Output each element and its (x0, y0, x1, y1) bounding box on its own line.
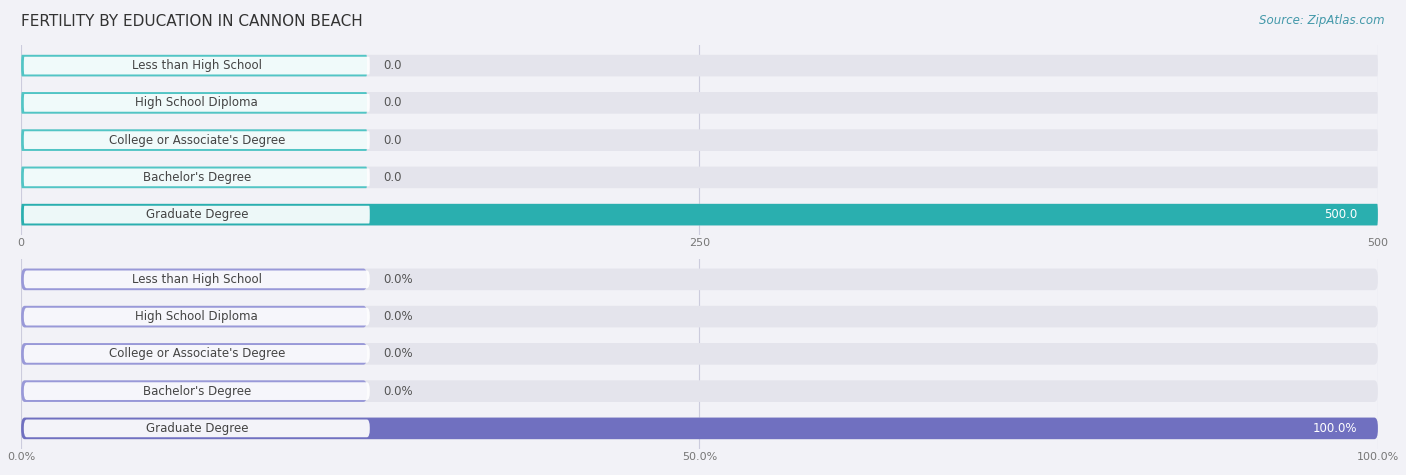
Text: Graduate Degree: Graduate Degree (146, 422, 247, 435)
Text: High School Diploma: High School Diploma (135, 310, 259, 323)
FancyBboxPatch shape (24, 345, 370, 363)
FancyBboxPatch shape (21, 167, 367, 188)
FancyBboxPatch shape (24, 308, 370, 325)
Text: 0.0%: 0.0% (384, 385, 413, 398)
Text: College or Associate's Degree: College or Associate's Degree (108, 133, 285, 147)
FancyBboxPatch shape (21, 92, 1378, 114)
FancyBboxPatch shape (21, 306, 1378, 327)
FancyBboxPatch shape (21, 380, 367, 402)
Text: Source: ZipAtlas.com: Source: ZipAtlas.com (1260, 14, 1385, 27)
FancyBboxPatch shape (21, 268, 1378, 290)
FancyBboxPatch shape (24, 382, 370, 400)
FancyBboxPatch shape (24, 57, 370, 75)
Text: Bachelor's Degree: Bachelor's Degree (142, 171, 250, 184)
FancyBboxPatch shape (21, 418, 1378, 439)
FancyBboxPatch shape (24, 131, 370, 149)
FancyBboxPatch shape (21, 55, 1378, 76)
Text: Bachelor's Degree: Bachelor's Degree (142, 385, 250, 398)
Text: 500.0: 500.0 (1324, 208, 1358, 221)
FancyBboxPatch shape (21, 204, 1378, 226)
Text: 0.0: 0.0 (384, 59, 402, 72)
FancyBboxPatch shape (21, 55, 367, 76)
FancyBboxPatch shape (21, 167, 1378, 188)
FancyBboxPatch shape (24, 206, 370, 224)
FancyBboxPatch shape (24, 270, 370, 288)
FancyBboxPatch shape (21, 418, 1378, 439)
Text: College or Associate's Degree: College or Associate's Degree (108, 347, 285, 361)
Text: 0.0: 0.0 (384, 133, 402, 147)
Text: FERTILITY BY EDUCATION IN CANNON BEACH: FERTILITY BY EDUCATION IN CANNON BEACH (21, 14, 363, 29)
Text: Less than High School: Less than High School (132, 273, 262, 286)
Text: Graduate Degree: Graduate Degree (146, 208, 247, 221)
Text: 0.0%: 0.0% (384, 310, 413, 323)
Text: Less than High School: Less than High School (132, 59, 262, 72)
FancyBboxPatch shape (21, 306, 367, 327)
FancyBboxPatch shape (21, 204, 1378, 226)
Text: 0.0%: 0.0% (384, 347, 413, 361)
FancyBboxPatch shape (21, 129, 1378, 151)
FancyBboxPatch shape (21, 92, 367, 114)
FancyBboxPatch shape (21, 343, 367, 365)
FancyBboxPatch shape (24, 169, 370, 186)
FancyBboxPatch shape (24, 419, 370, 437)
FancyBboxPatch shape (24, 94, 370, 112)
Text: 0.0: 0.0 (384, 96, 402, 109)
FancyBboxPatch shape (21, 343, 1378, 365)
FancyBboxPatch shape (21, 268, 367, 290)
Text: High School Diploma: High School Diploma (135, 96, 259, 109)
Text: 100.0%: 100.0% (1313, 422, 1358, 435)
FancyBboxPatch shape (21, 380, 1378, 402)
Text: 0.0: 0.0 (384, 171, 402, 184)
Text: 0.0%: 0.0% (384, 273, 413, 286)
FancyBboxPatch shape (21, 129, 367, 151)
